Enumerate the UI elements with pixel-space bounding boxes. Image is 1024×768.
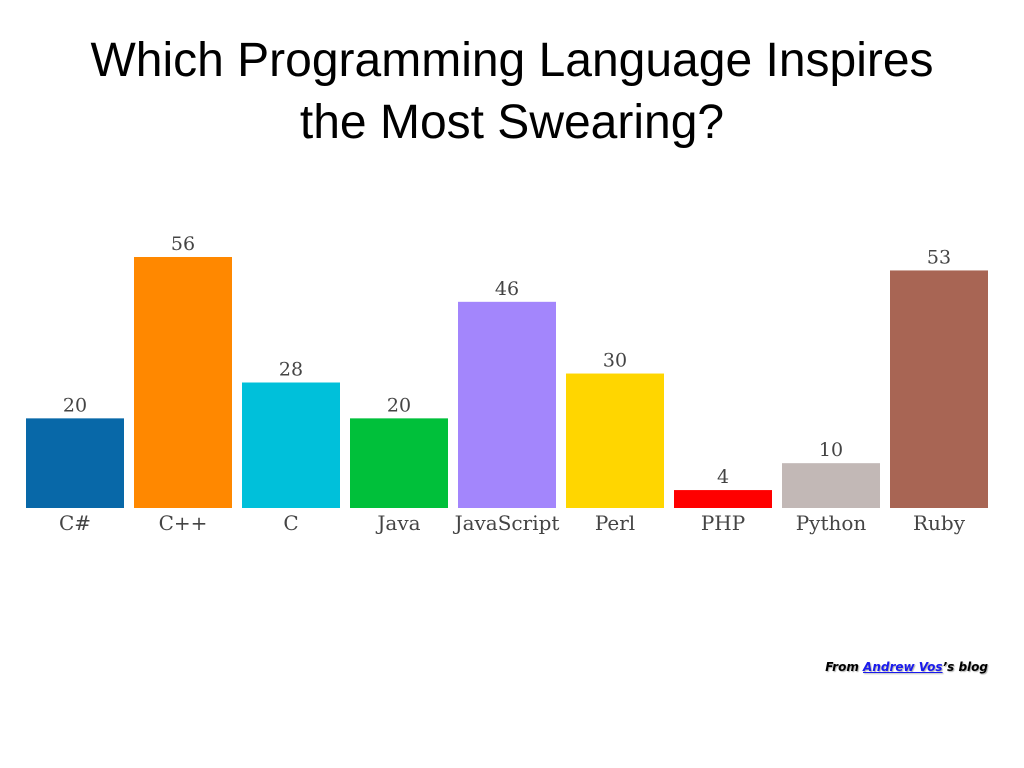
bar-java	[350, 418, 448, 508]
bar-ruby	[890, 270, 988, 508]
category-label-python: Python	[796, 511, 867, 535]
value-label-c-sharp: 20	[63, 394, 87, 416]
category-label-javascript: JavaScript	[453, 511, 560, 535]
value-label-javascript: 46	[495, 278, 519, 300]
slide-title-line-1: Which Programming Language Inspires	[90, 34, 934, 87]
category-label-ruby: Ruby	[913, 511, 966, 535]
value-label-php: 4	[717, 466, 729, 488]
author-link[interactable]: Andrew Vos	[863, 660, 943, 674]
category-label-php: PHP	[701, 511, 745, 535]
value-label-ruby: 53	[927, 246, 951, 268]
value-label-perl: 30	[603, 350, 627, 372]
category-label-perl: Perl	[595, 511, 635, 535]
credit-suffix: ’s blog	[942, 660, 988, 674]
value-label-cpp: 56	[171, 233, 195, 255]
credit-prefix: From	[825, 660, 864, 674]
bar-python	[782, 463, 880, 508]
slide-title-line-2: the Most Swearing?	[299, 96, 725, 149]
bar-c-sharp	[26, 418, 124, 508]
category-label-cpp: C++	[159, 511, 208, 535]
source-credit: From Andrew Vos’s blog	[825, 660, 988, 674]
value-label-c: 28	[279, 359, 303, 381]
bar-cpp	[134, 257, 232, 508]
value-label-python: 10	[819, 439, 843, 461]
value-label-java: 20	[387, 394, 411, 416]
category-label-java: Java	[375, 511, 420, 535]
bar-javascript	[458, 301, 556, 508]
bar-c	[242, 382, 340, 508]
category-label-c-sharp: C#	[59, 511, 91, 535]
bar-perl	[566, 373, 664, 508]
bar-php	[674, 490, 772, 508]
slide-title: Which Programming Language Inspires the …	[0, 30, 1024, 154]
category-label-c: C	[283, 511, 298, 535]
